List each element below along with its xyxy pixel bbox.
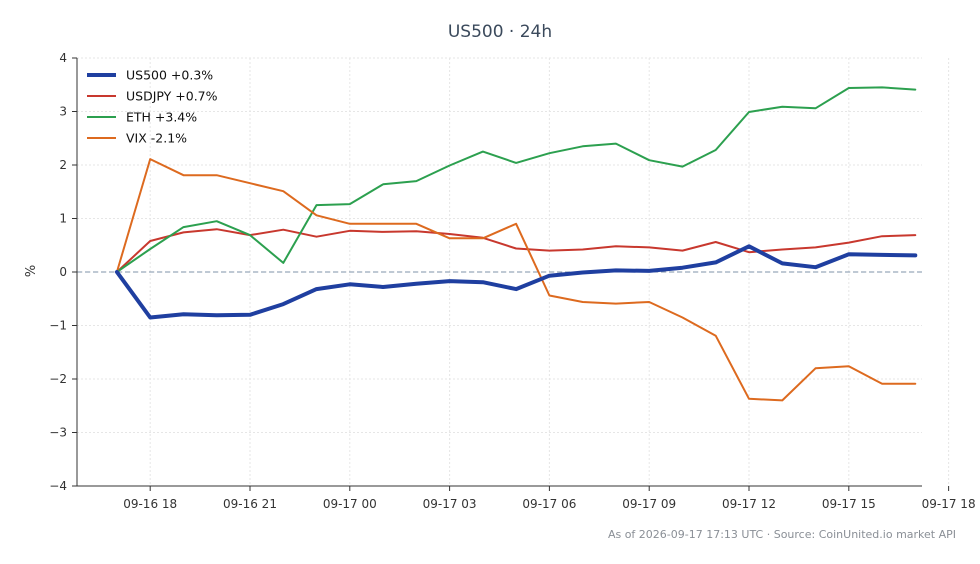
- x-tick-label: 09-17 12: [722, 497, 776, 511]
- y-tick-label: 3: [59, 105, 67, 119]
- y-tick-label: 4: [59, 51, 67, 65]
- legend: US500 +0.3% USDJPY +0.7% ETH +3.4% VIX -2.1…: [87, 68, 218, 146]
- series-group: [114, 86, 918, 402]
- y-tick-label: 2: [59, 158, 67, 172]
- x-tick-label: 09-17 09: [622, 497, 676, 511]
- legend-label-usdjpy: USDJPY +0.7%: [126, 89, 218, 104]
- legend-label-eth: ETH +3.4%: [126, 110, 197, 125]
- y-tick-label: −1: [49, 319, 67, 333]
- y-tick-label: 0: [59, 265, 67, 279]
- legend-label-vix: VIX -2.1%: [126, 131, 187, 146]
- series-line-us500: [114, 244, 918, 320]
- axes: [72, 57, 950, 491]
- x-tick-label: 09-16 21: [223, 497, 277, 511]
- x-tick-label: 09-17 15: [822, 497, 876, 511]
- x-tick-label: 09-17 18: [922, 497, 976, 511]
- x-tick-label: 09-17 00: [323, 497, 377, 511]
- x-tick-label: 09-16 18: [123, 497, 177, 511]
- footer-caption: As of 2026-09-17 17:13 UTC · Source: Coi…: [608, 528, 956, 541]
- x-tick-label: 09-17 03: [423, 497, 477, 511]
- y-tick-label: −2: [49, 372, 67, 386]
- series-line-eth: [115, 86, 917, 273]
- y-tick-label: 1: [59, 212, 67, 226]
- x-tick-label: 09-17 06: [522, 497, 576, 511]
- y-axis-label: %: [24, 265, 39, 277]
- series-line-vix: [115, 158, 917, 402]
- tick-labels: −4 −3 −2 −1 0 1 2 3 4 09-16 18 09-16 21 09-17 00 09-…: [49, 51, 975, 511]
- y-tick-label: −3: [49, 426, 67, 440]
- y-tick-label: −4: [49, 479, 67, 493]
- chart-title: US500 · 24h: [448, 22, 552, 42]
- legend-label-us500: US500 +0.3%: [126, 68, 213, 83]
